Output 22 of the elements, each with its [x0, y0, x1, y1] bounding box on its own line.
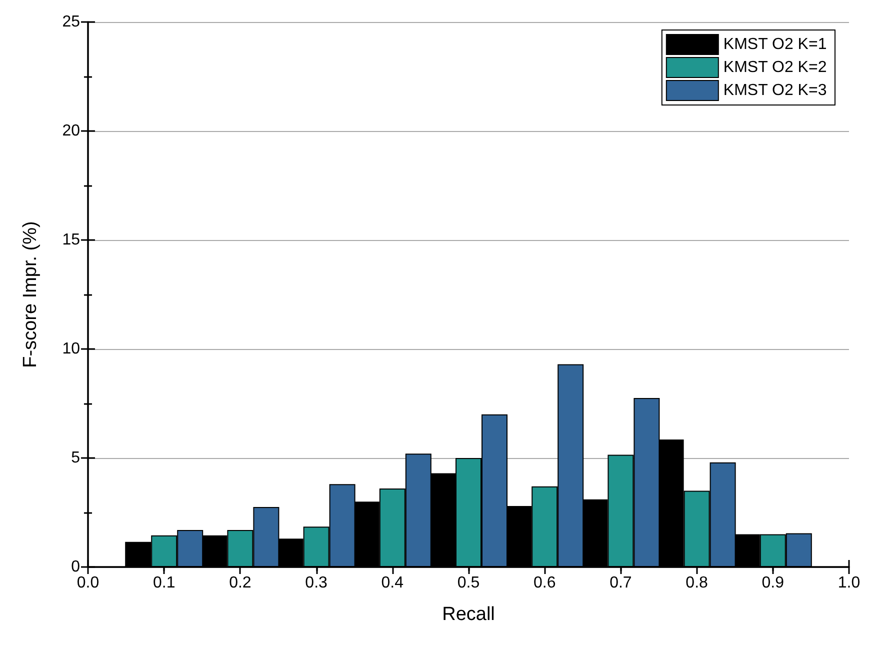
x-tick-label: 0.1 — [152, 574, 176, 592]
y-tick-label: 5 — [71, 450, 80, 466]
x-tick-label: 1.0 — [838, 574, 860, 592]
x-tick-label: 0.0 — [76, 574, 100, 592]
x-tick-label: 0.7 — [610, 574, 632, 592]
y-tick-label: 25 — [62, 14, 80, 30]
x-tick-label: 0.4 — [381, 574, 404, 592]
legend-label: KMST O2 K=2 — [723, 59, 827, 76]
x-tick-label: 0.9 — [762, 574, 784, 592]
x-axis-title: Recall — [442, 604, 495, 625]
y-axis-title: F-score Impr. (%) — [20, 221, 41, 368]
x-tick-label: 0.3 — [305, 574, 328, 592]
x-tick-label: 0.8 — [686, 574, 708, 592]
y-tick-label: 20 — [62, 122, 80, 140]
legend-label: KMST O2 K=3 — [723, 82, 827, 99]
x-tick-label: 0.5 — [457, 574, 480, 592]
legend-label: KMST O2 K=1 — [723, 36, 827, 53]
x-tick-label: 0.2 — [229, 574, 252, 592]
x-tick-label: 0.6 — [533, 574, 556, 592]
y-tick-label: 15 — [62, 232, 80, 248]
y-tick-label: 10 — [62, 340, 80, 358]
y-tick-label: 0 — [71, 558, 80, 576]
